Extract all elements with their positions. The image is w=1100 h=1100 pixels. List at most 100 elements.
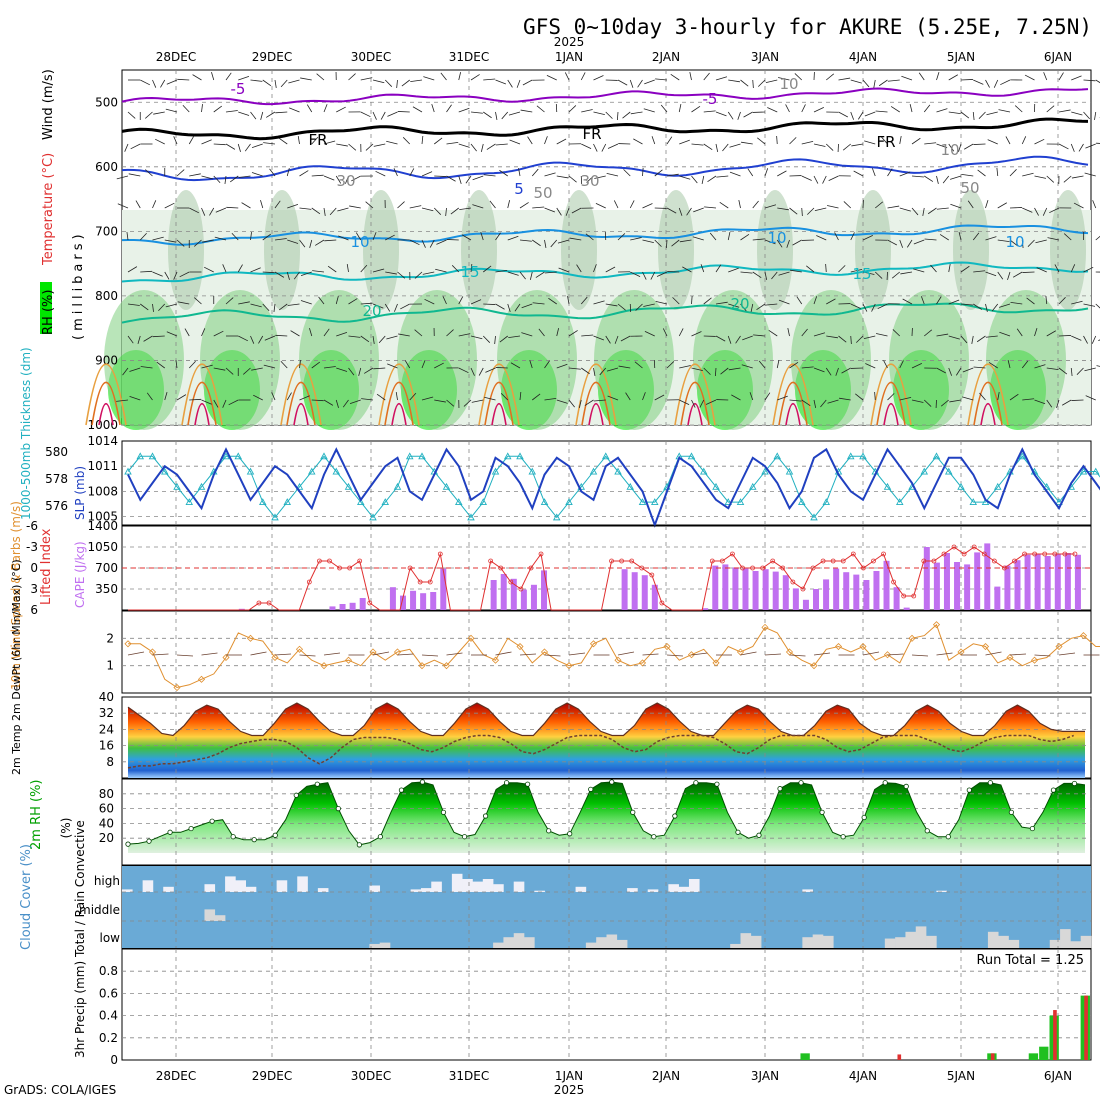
- rh-shading: [397, 290, 477, 430]
- wind-barb: [719, 202, 729, 209]
- cloud-bar-low: [596, 937, 607, 948]
- rh-area: [128, 782, 1085, 853]
- wind-barb: [801, 207, 803, 217]
- wind-barb: [520, 109, 533, 113]
- p1-tick-label: 800: [95, 289, 118, 303]
- wind-barb: [617, 303, 626, 311]
- wind-barb: [470, 367, 475, 376]
- rh-point: [966, 787, 972, 793]
- wind-barb-10m: [642, 653, 659, 656]
- wind-barb: [372, 268, 385, 273]
- rh-point: [1050, 787, 1057, 793]
- cape-bar: [651, 584, 658, 610]
- wind-barb: [584, 399, 594, 406]
- wind-barb: [1009, 393, 1019, 401]
- wind-barb: [911, 399, 924, 403]
- cape-bar: [510, 578, 517, 610]
- wind-barb: [741, 364, 753, 369]
- surface-temp-contour: [491, 402, 507, 426]
- wind-barb: [127, 266, 138, 273]
- li-point: [407, 565, 413, 571]
- wind-barb: [672, 297, 680, 305]
- p6-tick-label: 20: [99, 831, 114, 845]
- wind-barb: [740, 303, 747, 312]
- thickness-point: [479, 498, 488, 506]
- wind-barb: [478, 367, 484, 376]
- wind-barb: [129, 395, 141, 401]
- thickness-point: [957, 482, 965, 490]
- wind-barb: [323, 399, 334, 406]
- thickness-point: [369, 513, 377, 521]
- year-bottom: 2025: [554, 1083, 585, 1097]
- wind-barb: [401, 79, 410, 87]
- wind-barb: [327, 265, 337, 273]
- wind-barb: [532, 393, 541, 401]
- wind-barb: [238, 75, 250, 81]
- wind-barb: [222, 399, 227, 408]
- wind-barb: [360, 302, 373, 305]
- wind-barb: [338, 235, 349, 241]
- wind-barb: [335, 296, 339, 305]
- wind-barb: [939, 234, 949, 241]
- wind-barb: [519, 271, 526, 280]
- cape-tick-label: 1400: [87, 519, 118, 533]
- day-label-bottom: 5JAN: [947, 1069, 975, 1083]
- wind-barb: [654, 169, 663, 177]
- wind-barb: [470, 111, 483, 114]
- wind-barb: [727, 111, 734, 120]
- wind-barb: [152, 236, 164, 241]
- wind-barb: [516, 79, 521, 88]
- wind-barb: [372, 232, 377, 241]
- wind-barb: [287, 203, 299, 209]
- p5-ylabel: 2m Temp 2m DewPt (6hr Min/Max) (°C): [10, 559, 23, 775]
- wind-barb: [776, 239, 783, 248]
- cloud-bar-high: [647, 889, 659, 892]
- li-point: [639, 565, 645, 571]
- wind-barb: [665, 239, 668, 249]
- panel-2m-temp: 8 16 24 32 40: [99, 690, 1092, 779]
- wind-barb: [671, 239, 680, 247]
- wind-barb: [666, 173, 679, 177]
- rh-shading: [497, 290, 577, 430]
- wind-barb: [446, 239, 459, 241]
- thickness-point: [540, 498, 549, 506]
- wind-barb: [747, 168, 754, 177]
- wind-barb: [1073, 202, 1084, 209]
- slp-tick-label: 1008: [87, 484, 118, 498]
- wind-barb-10m: [127, 651, 145, 656]
- wind-barb: [765, 303, 778, 306]
- wind-barb: [250, 303, 262, 308]
- rh-shading: [693, 290, 773, 430]
- p8-tick-label: 0: [110, 1053, 118, 1067]
- wind-barb: [776, 359, 780, 369]
- surface-temp-contour: [293, 402, 309, 426]
- wind-barb: [494, 335, 496, 345]
- wind-barb: [140, 303, 149, 311]
- wind-barb: [538, 328, 545, 337]
- wind-speed-point: [1079, 632, 1088, 640]
- slp-tick-label: 1005: [87, 510, 118, 524]
- surface-temp-contour: [91, 381, 121, 426]
- wind-barb: [699, 399, 705, 408]
- wind-speed-point: [834, 642, 843, 651]
- wind-barb: [532, 239, 541, 247]
- wind-barb: [998, 109, 1011, 113]
- wind-speed-point: [638, 659, 647, 667]
- cloud-bar-low: [812, 934, 824, 948]
- wind-barb: [642, 392, 646, 401]
- wind-barb: [764, 392, 771, 401]
- thickness-point: [516, 452, 524, 460]
- wind-barb: [813, 175, 819, 184]
- wind-barb: [201, 399, 212, 405]
- slp-tick-label: 1014: [87, 434, 118, 448]
- wind-barb: [398, 333, 410, 337]
- wind-barb: [564, 72, 570, 81]
- wind-speed-point: [173, 683, 181, 692]
- wind-barb: [1047, 237, 1060, 241]
- cape-bar: [893, 587, 900, 610]
- wind-barb: [936, 207, 949, 210]
- wind-barb: [630, 271, 641, 277]
- wind-barb: [1095, 79, 1100, 84]
- cloud-bar-low: [379, 942, 391, 948]
- cloud-bar-high: [204, 884, 216, 892]
